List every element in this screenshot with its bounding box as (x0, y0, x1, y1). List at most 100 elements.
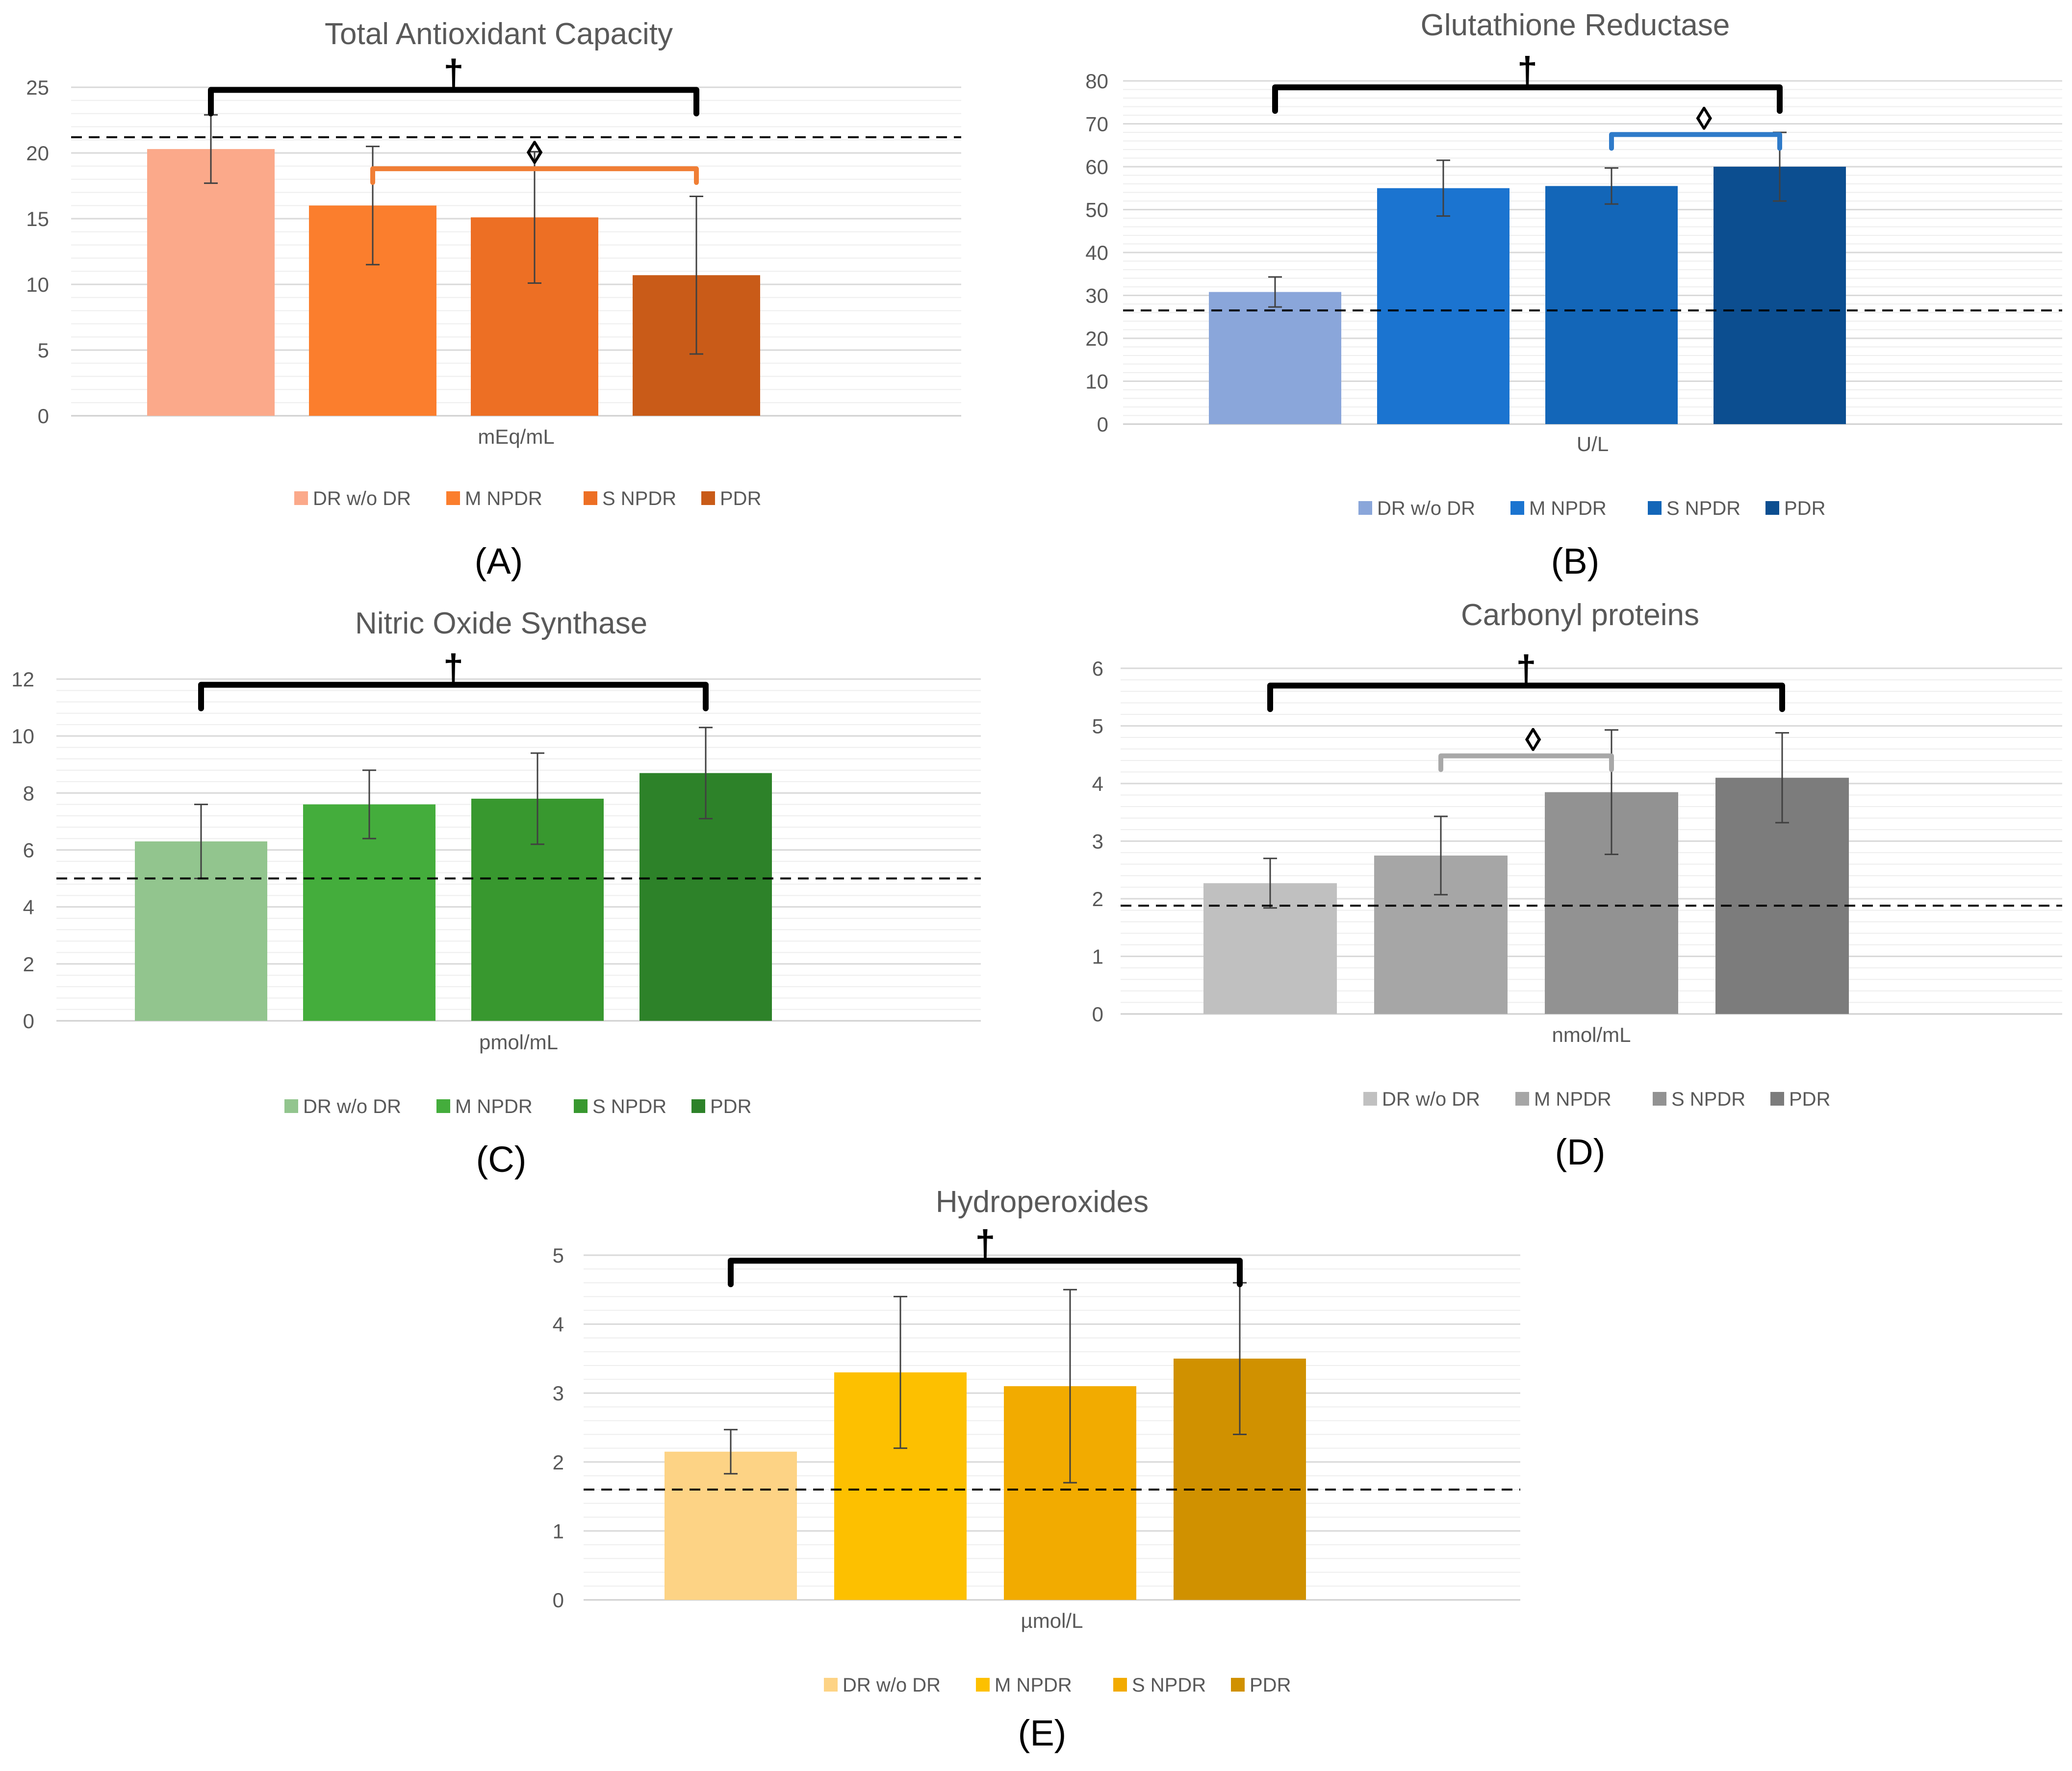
lozenge-symbol: ◊ (527, 134, 543, 171)
y-tick-label: 15 (26, 207, 49, 230)
legend-label: M NPDR (1534, 1088, 1612, 1110)
legend-label: S NPDR (1666, 498, 1740, 519)
chart-panel-b: Glutathione Reductase 0 10 20 30 40 50 60 70 80 † ◊… (1085, 8, 2062, 582)
y-tick-label: 4 (23, 896, 34, 919)
legend-label: S NPDR (592, 1096, 666, 1117)
legend-swatch (284, 1099, 298, 1113)
legend-label: DR w/o DR (1377, 498, 1475, 519)
bar (1209, 292, 1341, 424)
x-axis-label: nmol/mL (1552, 1023, 1631, 1046)
panel-label: (B) (1551, 541, 1600, 582)
y-tick-label: 12 (11, 668, 34, 691)
chart-title: Carbonyl proteins (1461, 598, 1699, 632)
legend-swatch (1510, 501, 1524, 515)
legend-label: M NPDR (1529, 498, 1607, 519)
y-tick-label: 50 (1085, 199, 1108, 222)
panel-label: (C) (476, 1139, 527, 1180)
chart-title: Hydroperoxides (936, 1185, 1149, 1219)
legend-label: PDR (720, 488, 761, 509)
y-tick-label: 3 (553, 1382, 564, 1405)
legend-label: M NPDR (465, 488, 542, 509)
y-tick-label: 4 (553, 1313, 564, 1336)
legend-label: PDR (1250, 1674, 1291, 1696)
legend-swatch (436, 1099, 450, 1113)
dagger-symbol: † (975, 1223, 995, 1264)
bar (665, 1451, 797, 1600)
legend-swatch (294, 491, 308, 505)
y-tick-label: 6 (23, 839, 34, 862)
legend-swatch (1653, 1092, 1666, 1106)
legend-label: PDR (710, 1096, 751, 1117)
legend-swatch (1765, 501, 1779, 515)
panel-label: (A) (475, 541, 523, 582)
y-tick-label: 1 (553, 1519, 564, 1543)
legend-swatch (574, 1099, 588, 1113)
legend-swatch (446, 491, 460, 505)
significance-bracket (1272, 84, 1783, 114)
legend-label: PDR (1789, 1088, 1830, 1110)
y-tick-label: 0 (553, 1589, 564, 1612)
legend-label: M NPDR (995, 1674, 1072, 1696)
y-tick-label: 3 (1092, 830, 1103, 853)
legend-label: S NPDR (1132, 1674, 1206, 1696)
y-tick-label: 2 (23, 953, 34, 976)
dagger-symbol: † (1517, 50, 1537, 90)
chart-panel-e: Hydroperoxides 0 1 2 3 4 5 † µmol/L DR w/o DR M NP… (553, 1185, 1520, 1753)
bar (303, 804, 435, 1021)
lozenge-symbol: ◊ (1696, 100, 1712, 136)
y-tick-label: 0 (23, 1010, 34, 1033)
y-tick-label: 5 (553, 1244, 564, 1267)
lozenge-symbol: ◊ (1525, 722, 1541, 758)
legend-label: PDR (1784, 498, 1825, 519)
y-tick-label: 25 (26, 76, 49, 99)
y-tick-label: 10 (1085, 370, 1108, 393)
significance-bracket (208, 87, 699, 117)
chart-panel-c: Nitric Oxide Synthase 0 2 4 6 8 10 12 † pmol/mL DR… (11, 607, 981, 1180)
legend-swatch (1770, 1092, 1784, 1106)
y-tick-label: 20 (1085, 327, 1108, 350)
legend-swatch (691, 1099, 705, 1113)
y-tick-label: 6 (1092, 657, 1103, 680)
legend-swatch (1358, 501, 1372, 515)
legend-swatch (824, 1678, 838, 1692)
legend-swatch (976, 1678, 990, 1692)
legend-label: DR w/o DR (313, 488, 411, 509)
significance-bracket (198, 682, 709, 711)
panel-label: (D) (1555, 1132, 1606, 1172)
legend-swatch (1648, 501, 1662, 515)
panel-label: (E) (1018, 1713, 1067, 1753)
chart-title: Total Antioxidant Capacity (325, 17, 673, 51)
legend-label: S NPDR (1671, 1088, 1745, 1110)
legend-swatch (1231, 1678, 1245, 1692)
legend-swatch (1113, 1678, 1127, 1692)
y-tick-label: 40 (1085, 241, 1108, 264)
legend-label: DR w/o DR (303, 1096, 401, 1117)
legend-label: DR w/o DR (1382, 1088, 1480, 1110)
bar (1377, 188, 1509, 424)
legend-swatch (701, 491, 715, 505)
y-tick-label: 2 (1092, 887, 1103, 911)
x-axis-label: mEq/mL (478, 425, 554, 448)
y-tick-label: 60 (1085, 155, 1108, 178)
x-axis-label: U/L (1577, 432, 1609, 455)
legend-swatch (1363, 1092, 1377, 1106)
y-tick-label: 1 (1092, 945, 1103, 968)
y-tick-label: 10 (11, 725, 34, 748)
legend-label: S NPDR (602, 488, 676, 509)
bar (147, 149, 275, 416)
chart-panel-a: Total Antioxidant Capacity 0 5 10 15 20 25 † ◊ mE… (26, 17, 961, 582)
bar (1714, 167, 1846, 424)
y-tick-label: 2 (553, 1451, 564, 1474)
legend-label: M NPDR (455, 1096, 533, 1117)
significance-bracket (1438, 753, 1614, 772)
y-tick-label: 20 (26, 142, 49, 165)
y-tick-label: 0 (1092, 1003, 1103, 1026)
legend-label: DR w/o DR (843, 1674, 941, 1696)
y-tick-label: 70 (1085, 113, 1108, 136)
y-tick-label: 5 (1092, 715, 1103, 738)
significance-bracket (1267, 683, 1785, 712)
significance-bracket (370, 166, 699, 185)
y-tick-label: 0 (38, 405, 49, 428)
chart-title: Glutathione Reductase (1421, 8, 1730, 42)
